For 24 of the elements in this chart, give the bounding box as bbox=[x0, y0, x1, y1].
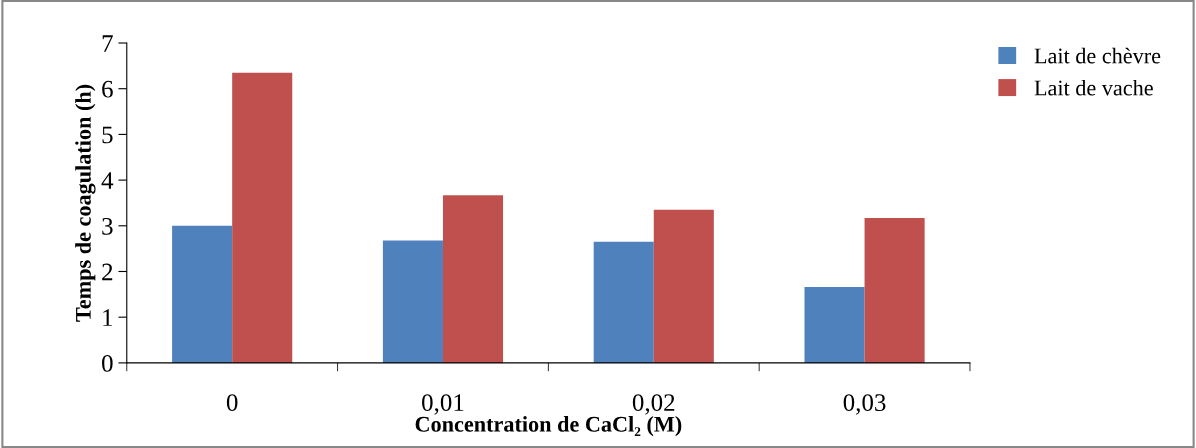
y-tick-label: 3 bbox=[102, 217, 113, 235]
x-tick-label: 0,02 bbox=[632, 394, 675, 415]
y-tick-label: 2 bbox=[102, 263, 113, 281]
x-tick-label: 0,01 bbox=[422, 394, 464, 415]
bar bbox=[172, 225, 233, 363]
y-tick-label: 1 bbox=[103, 309, 113, 326]
x-tick-label: 0 bbox=[226, 394, 238, 412]
y-tick-label: 0 bbox=[102, 354, 113, 372]
bar bbox=[653, 209, 714, 363]
bar bbox=[864, 218, 925, 363]
x-axis-title: Concentration de CaCl₂ (M) bbox=[415, 416, 682, 437]
y-tick-label: 5 bbox=[102, 126, 113, 144]
x-tick-label: 0,03 bbox=[843, 394, 886, 415]
bar bbox=[442, 195, 504, 363]
y-axis-title: Temps de coagulation (h) bbox=[75, 84, 96, 322]
y-tick-label: 6 bbox=[102, 80, 113, 98]
bar bbox=[382, 240, 443, 363]
bar bbox=[804, 287, 865, 363]
y-tick-label: 4 bbox=[101, 172, 114, 189]
legend-label: Lait de vache bbox=[1034, 79, 1153, 96]
legend-label: Lait de chèvre bbox=[1034, 47, 1161, 64]
y-tick-label: 7 bbox=[102, 35, 113, 52]
bar bbox=[593, 241, 654, 363]
bar bbox=[232, 72, 293, 363]
